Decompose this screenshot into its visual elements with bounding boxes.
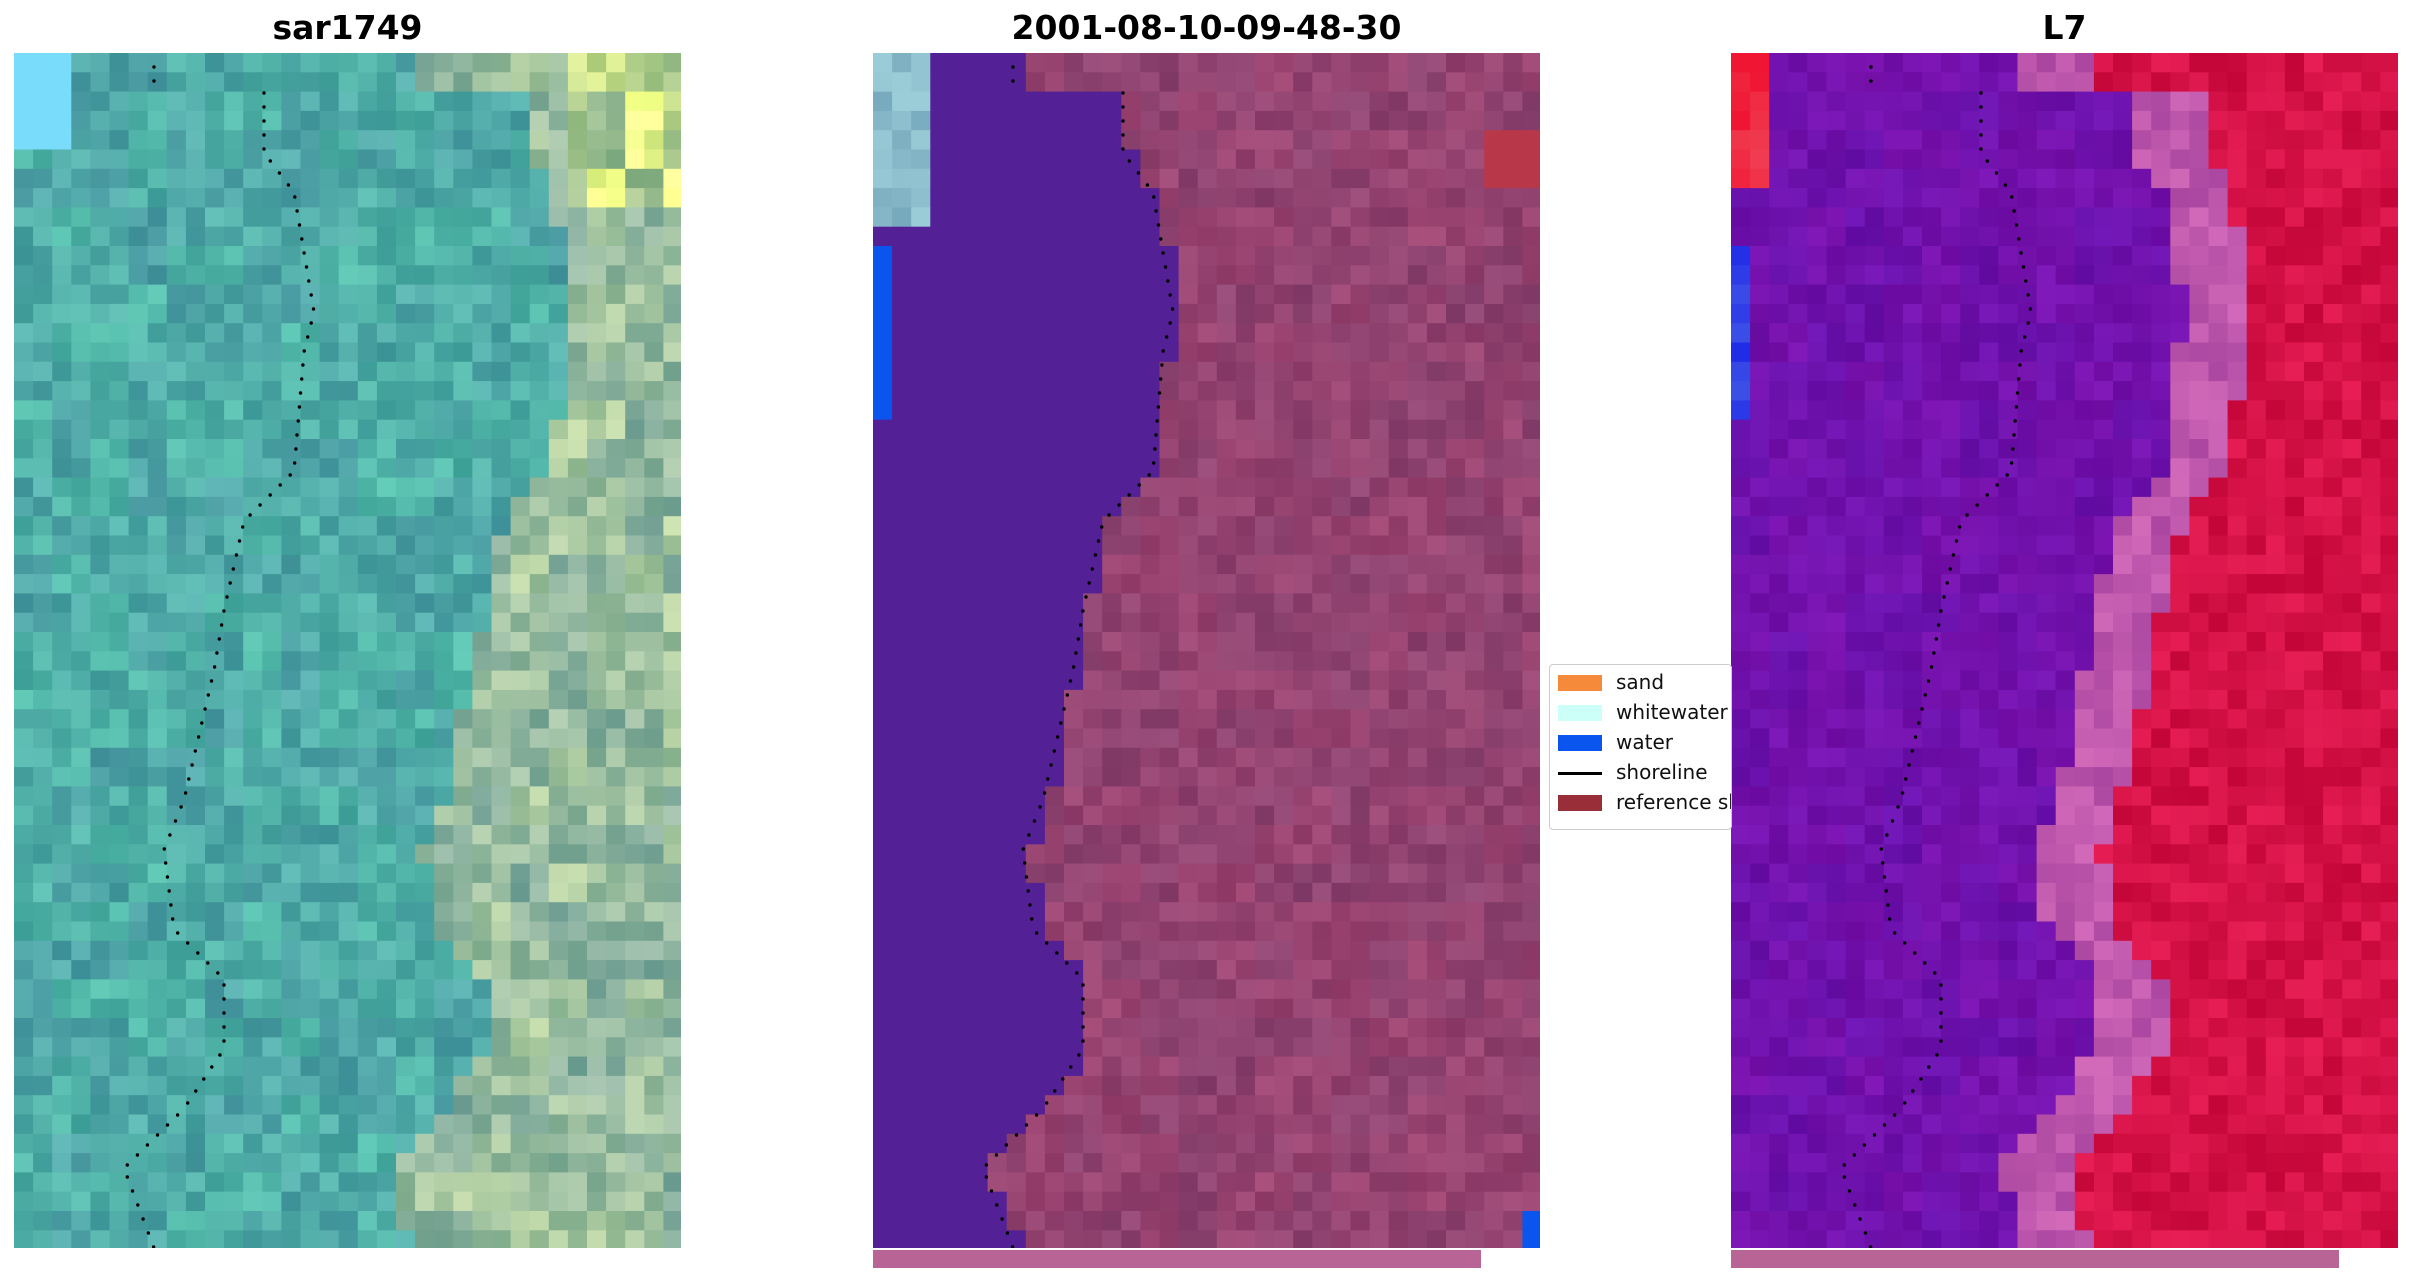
- legend-item-water: water: [1550, 727, 1731, 757]
- panel-title-sar: sar1749: [272, 8, 423, 47]
- shoreline-dots: [125, 65, 316, 1248]
- panel-title-l7: L7: [2042, 8, 2087, 47]
- legend-label: whitewater: [1616, 700, 1728, 724]
- shoreline-dots: [1842, 65, 2033, 1248]
- legend-label: reference shoreline: [1616, 790, 1731, 814]
- legend-item-reference-shoreline: reference shoreline: [1550, 787, 1731, 817]
- legend-item-whitewater: whitewater: [1550, 697, 1731, 727]
- sar-image-panel: [14, 53, 681, 1248]
- shoreline-dots: [984, 65, 1175, 1248]
- classified-image: [873, 53, 1540, 1248]
- l7-bottom-strip: [1731, 1250, 2339, 1268]
- reference-shoreline-swatch: [1558, 795, 1602, 811]
- legend-item-shoreline: shoreline: [1550, 757, 1731, 787]
- legend-item-sand: sand: [1550, 667, 1731, 697]
- legend-label: sand: [1616, 670, 1665, 694]
- classified-bottom-strip: [873, 1250, 1481, 1268]
- shoreline-line-swatch: [1558, 772, 1602, 775]
- whitewater-swatch: [1558, 705, 1602, 721]
- satellite-image: [14, 53, 681, 1248]
- false-color-image: [1731, 53, 2398, 1248]
- classified-image-panel: [873, 53, 1540, 1248]
- l7-image-panel: [1731, 53, 2398, 1248]
- legend-label: shoreline: [1616, 760, 1708, 784]
- legend-label: water: [1616, 730, 1673, 754]
- sand-swatch: [1558, 675, 1602, 691]
- panel-title-date: 2001-08-10-09-48-30: [1011, 8, 1402, 47]
- water-swatch: [1558, 735, 1602, 751]
- legend: sand whitewater water shoreline referenc…: [1549, 664, 1732, 830]
